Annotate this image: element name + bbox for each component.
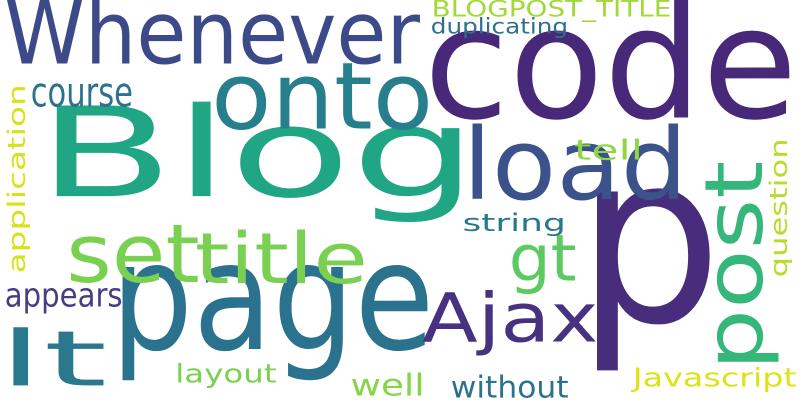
word-title: title <box>194 218 368 300</box>
word-whenever: Whenever <box>4 0 421 85</box>
word-tell: tell <box>574 134 644 167</box>
word-ajax: Ajax <box>422 279 599 358</box>
word-javascript: Javascript <box>632 362 797 393</box>
word-appears: appears <box>4 276 123 315</box>
word-set: set <box>66 206 200 302</box>
word-gt: gt <box>508 221 577 297</box>
word-page: page <box>110 211 435 385</box>
word-blogpost-title: BLOGPOST_TITLE <box>431 0 672 23</box>
word-string: string <box>462 209 566 237</box>
word-code: code <box>423 0 798 155</box>
word-p: p <box>576 101 723 378</box>
word-application: application <box>3 84 31 274</box>
word-post: post <box>687 160 782 371</box>
word-without: without <box>450 369 569 400</box>
word-load: load <box>462 107 688 224</box>
word-duplicating: duplicating <box>430 13 569 39</box>
word-onto: onto <box>211 42 434 152</box>
word-layout: layout <box>175 358 277 389</box>
word-question: question <box>765 138 793 278</box>
word-well: well <box>350 367 425 400</box>
word-lt: lt <box>0 314 108 400</box>
word-blog: Blog <box>37 81 478 227</box>
word-course: course <box>30 68 133 117</box>
